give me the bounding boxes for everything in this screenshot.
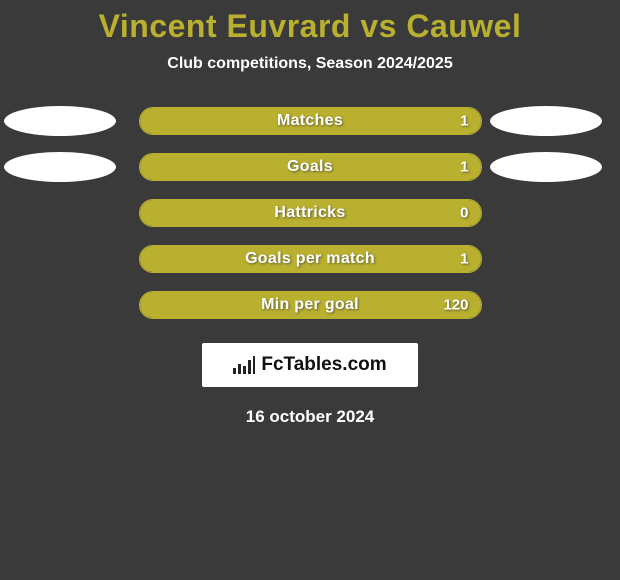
player-ellipse-right — [490, 152, 602, 182]
logo-chart-icon — [233, 356, 255, 374]
stat-label: Hattricks — [140, 204, 481, 222]
comparison-card: Vincent Euvrard vs Cauwel Club competiti… — [0, 0, 620, 427]
stat-bar: Goals per match1 — [139, 245, 482, 273]
stat-label: Goals — [140, 158, 481, 176]
stat-value: 1 — [460, 113, 468, 130]
stat-row: Min per goal120 — [0, 289, 620, 321]
stat-bar: Min per goal120 — [139, 291, 482, 319]
stat-value: 0 — [460, 205, 468, 222]
stat-label: Goals per match — [140, 250, 481, 268]
stat-row: Matches1 — [0, 105, 620, 137]
stat-bar: Matches1 — [139, 107, 482, 135]
logo-text: FcTables.com — [261, 354, 386, 376]
stat-value: 1 — [460, 159, 468, 176]
date-label: 16 october 2024 — [0, 407, 620, 427]
stat-label: Min per goal — [140, 296, 481, 314]
stat-row: Goals1 — [0, 151, 620, 183]
player-ellipse-left — [4, 106, 116, 136]
stat-label: Matches — [140, 112, 481, 130]
stat-row: Goals per match1 — [0, 243, 620, 275]
player-ellipse-right — [490, 106, 602, 136]
logo-box: FcTables.com — [202, 343, 418, 387]
stat-bar: Goals1 — [139, 153, 482, 181]
stat-bar: Hattricks0 — [139, 199, 482, 227]
page-title: Vincent Euvrard vs Cauwel — [0, 8, 620, 45]
stat-value: 1 — [460, 251, 468, 268]
player-ellipse-left — [4, 152, 116, 182]
stat-value: 120 — [443, 297, 468, 314]
stat-rows: Matches1Goals1Hattricks0Goals per match1… — [0, 105, 620, 321]
stat-row: Hattricks0 — [0, 197, 620, 229]
page-subtitle: Club competitions, Season 2024/2025 — [0, 55, 620, 73]
